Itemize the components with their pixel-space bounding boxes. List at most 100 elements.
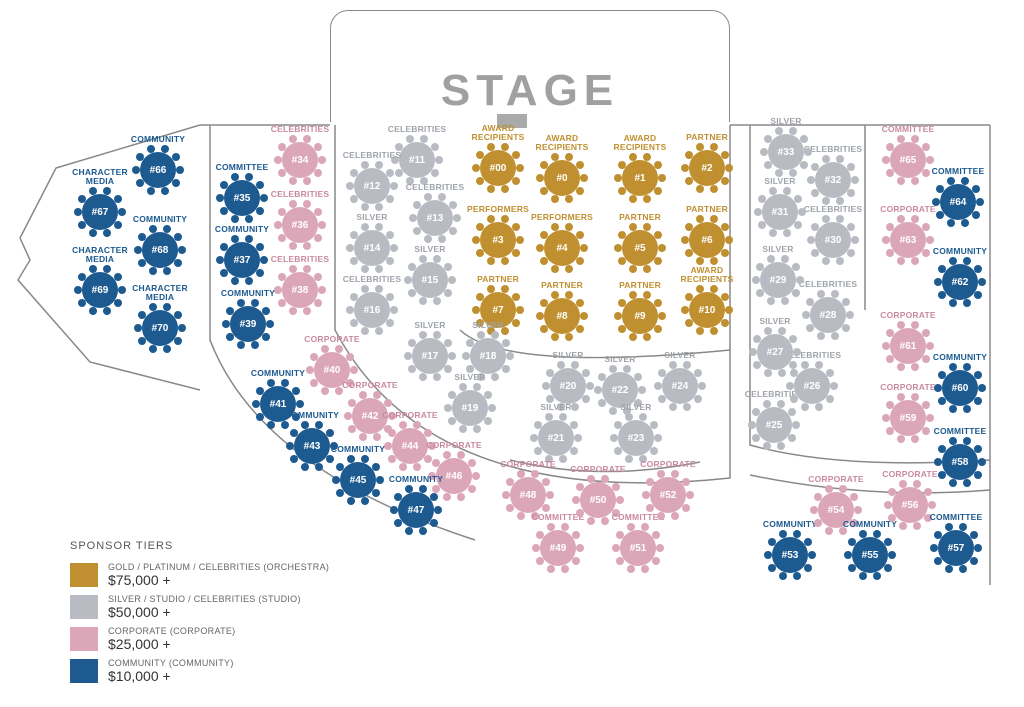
- seat-icon: [290, 455, 298, 463]
- seat-icon: [639, 413, 647, 421]
- table-label: COMMITTEE: [932, 166, 985, 176]
- seat-icon: [260, 194, 268, 202]
- seat-icon: [237, 341, 245, 349]
- seat-icon: [721, 177, 729, 185]
- table-66: COMMUNITY#66: [134, 146, 182, 194]
- seat-icon: [163, 303, 171, 311]
- table-11: CELEBRITIES#11: [393, 136, 441, 184]
- table-59: CORPORATE#59: [884, 394, 932, 442]
- seat-icon: [763, 442, 771, 450]
- seat-icon: [710, 215, 718, 223]
- seat-icon: [303, 135, 311, 143]
- table-label: CORPORATE: [382, 410, 437, 420]
- seat-icon: [972, 185, 980, 193]
- seat-icon: [614, 244, 622, 252]
- table-21: SILVER#21: [532, 414, 580, 462]
- seat-icon: [576, 299, 584, 307]
- seat-icon: [748, 421, 756, 429]
- seat-icon: [174, 311, 182, 319]
- seat-icon: [559, 455, 567, 463]
- seat-icon: [163, 267, 171, 275]
- table-body: #9: [622, 298, 658, 334]
- seat-icon: [542, 382, 550, 390]
- table-label: CELEBRITIES: [271, 189, 329, 199]
- seat-icon: [963, 363, 971, 371]
- table-2: PARTNER#2: [683, 144, 731, 192]
- seat-icon: [788, 434, 796, 442]
- legend-row: COMMUNITY (COMMUNITY)$10,000 +: [70, 658, 329, 684]
- seat-icon: [618, 187, 626, 195]
- seat-icon: [231, 277, 239, 285]
- seat-icon: [932, 198, 940, 206]
- seat-icon: [512, 177, 520, 185]
- seat-icon: [781, 297, 789, 305]
- seat-icon: [390, 244, 398, 252]
- seat-icon: [375, 285, 383, 293]
- table-70: CHARACTER MEDIA#70: [136, 304, 184, 352]
- table-label: CELEBRITIES: [388, 124, 446, 134]
- table-label: CELEBRITIES: [271, 254, 329, 264]
- seat-icon: [654, 187, 662, 195]
- table-label: CELEBRITIES: [271, 124, 329, 134]
- legend-swatch: [70, 563, 98, 587]
- seat-icon: [176, 166, 184, 174]
- seat-icon: [318, 286, 326, 294]
- table-label: AWARD RECIPIENTS: [604, 134, 676, 152]
- legend-row: GOLD / PLATINUM / CELEBRITIES (ORCHESTRA…: [70, 562, 329, 588]
- table-body: #24: [662, 368, 698, 404]
- table-body: #00: [480, 150, 516, 186]
- seat-icon: [476, 249, 484, 257]
- seat-icon: [961, 219, 969, 227]
- seat-icon: [565, 333, 573, 341]
- seat-icon: [303, 307, 311, 315]
- seat-icon: [571, 403, 579, 411]
- seat-icon: [443, 493, 451, 501]
- seat-icon: [654, 161, 662, 169]
- table-body: #61: [890, 328, 926, 364]
- seat-icon: [725, 164, 733, 172]
- legend-text: CORPORATE (CORPORATE)$25,000 +: [108, 626, 235, 652]
- seat-icon: [911, 257, 919, 265]
- seat-icon: [970, 557, 978, 565]
- seat-icon: [444, 289, 452, 297]
- table-6: PARTNER#6: [683, 216, 731, 264]
- seat-icon: [501, 143, 509, 151]
- table-14: SILVER#14: [348, 224, 396, 272]
- seat-icon: [681, 236, 689, 244]
- seat-icon: [565, 153, 573, 161]
- seat-icon: [444, 365, 452, 373]
- seat-icon: [161, 187, 169, 195]
- seat-icon: [884, 538, 892, 546]
- table-49: COMMITTEE#49: [534, 524, 582, 572]
- seat-icon: [409, 214, 417, 222]
- seat-icon: [512, 249, 520, 257]
- table-body: #53: [772, 537, 808, 573]
- seat-icon: [473, 425, 481, 433]
- seat-icon: [565, 195, 573, 203]
- table-12: CELEBRITIES#12: [348, 162, 396, 210]
- seat-icon: [502, 491, 510, 499]
- seat-icon: [375, 265, 383, 273]
- table-label: PARTNER: [686, 204, 728, 214]
- seat-icon: [899, 522, 907, 530]
- seat-icon: [725, 306, 733, 314]
- table-label: COMMUNITY: [131, 134, 185, 144]
- seat-icon: [769, 229, 777, 237]
- seat-icon: [314, 234, 322, 242]
- seat-icon: [424, 235, 432, 243]
- seat-icon: [561, 565, 569, 573]
- seat-icon: [386, 293, 394, 301]
- seat-icon: [516, 164, 524, 172]
- seat-icon: [752, 434, 760, 442]
- table-label: AWARD RECIPIENTS: [462, 124, 534, 142]
- seat-icon: [792, 263, 800, 271]
- table-58: COMMITTEE#58: [936, 438, 984, 486]
- seat-icon: [911, 177, 919, 185]
- seat-icon: [897, 363, 905, 371]
- seat-icon: [231, 215, 239, 223]
- table-51: COMMITTEE#51: [614, 524, 662, 572]
- table-label: SILVER: [770, 116, 801, 126]
- seat-icon: [361, 265, 369, 273]
- table-label: AWARD RECIPIENTS: [526, 134, 598, 152]
- seat-icon: [682, 478, 690, 486]
